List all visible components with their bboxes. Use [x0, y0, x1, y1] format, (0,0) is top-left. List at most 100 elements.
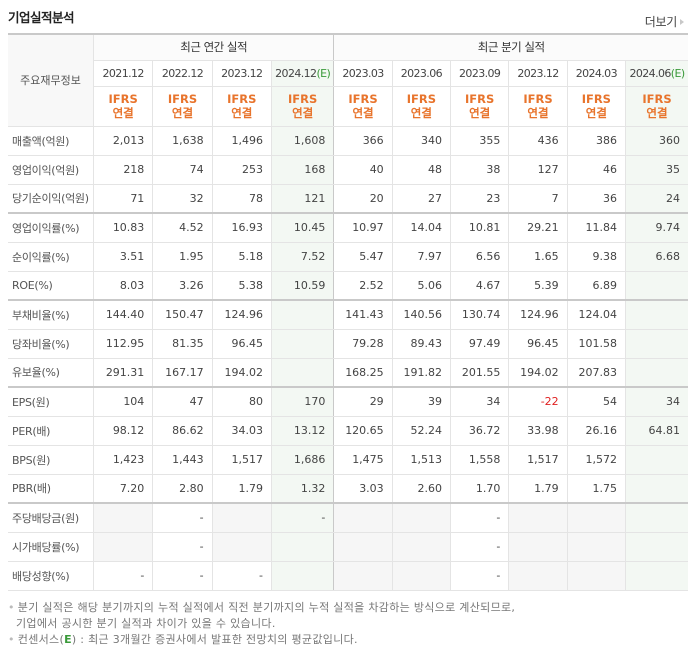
- table-row: PBR(배) 7.20 2.80 1.79 1.32 3.03 2.60 1.70 1.79 1.…: [8, 474, 688, 504]
- period-header: 2022.12: [152, 60, 213, 87]
- table-cell: 9.74: [625, 213, 688, 243]
- table-cell: 14.04: [392, 213, 452, 243]
- table-cell: 2,013: [93, 126, 154, 156]
- table-cell: 16.93: [212, 213, 272, 243]
- table-cell: [567, 532, 627, 562]
- table-cell: 39: [392, 387, 452, 417]
- table-cell: 36: [567, 184, 627, 214]
- basis-type: 연결: [469, 106, 491, 120]
- table-row: 부채비율(%) 144.40 150.47 124.96 141.43 140.56 130…: [8, 300, 688, 330]
- table-cell: 1.79: [212, 474, 272, 504]
- accounting-basis: IFRS 연결: [508, 86, 568, 127]
- table-cell: 360: [625, 126, 688, 156]
- table-cell: 24: [625, 184, 688, 214]
- more-link[interactable]: 더보기: [645, 13, 684, 30]
- table-cell: 127: [508, 155, 568, 185]
- basis-standard: IFRS: [465, 92, 495, 106]
- table-row: 유보율(%) 291.31 167.17 194.02 168.25 191.82 201.…: [8, 358, 688, 388]
- accounting-basis: IFRS 연결: [450, 86, 510, 127]
- table-cell: [625, 329, 688, 359]
- period-header: 2023.09: [450, 60, 510, 87]
- table-cell: 23: [450, 184, 510, 214]
- row-label: BPS(원): [8, 445, 94, 475]
- table-cell: 1.32: [271, 474, 335, 504]
- period-date: 2023.12: [517, 66, 559, 80]
- financial-summary-table: 주요재무정보 최근 연간 실적 최근 분기 실적 2021.12 2022.12 2…: [8, 33, 688, 591]
- table-cell: 71: [93, 184, 154, 214]
- table-cell: [625, 300, 688, 330]
- row-label: 시가배당률(%): [8, 532, 94, 562]
- table-cell: 40: [333, 155, 393, 185]
- table-cell: 5.39: [508, 271, 568, 301]
- period-header: 2021.12: [93, 60, 154, 87]
- table-cell: 1.75: [567, 474, 627, 504]
- accounting-basis: IFRS 연결: [271, 86, 335, 127]
- table-cell: -: [450, 503, 510, 533]
- table-cell: 26.16: [567, 416, 627, 446]
- accounting-basis: IFRS 연결: [152, 86, 213, 127]
- table-cell: 1,475: [333, 445, 393, 475]
- accounting-basis: IFRS 연결: [93, 86, 154, 127]
- period-date: 2023.12: [221, 66, 263, 80]
- table-cell: 5.06: [392, 271, 452, 301]
- table-cell: 29.21: [508, 213, 568, 243]
- row-label: 유보율(%): [8, 358, 94, 388]
- table-cell: [333, 503, 393, 533]
- table-cell: 3.51: [93, 242, 154, 272]
- table-cell: 29: [333, 387, 393, 417]
- basis-type: 연결: [231, 106, 253, 120]
- basis-type: 연결: [646, 106, 668, 120]
- footnote-consensus: • 컨센서스(E) : 최근 3개월간 증권사에서 발표한 전망치의 평균값입니다…: [8, 633, 358, 646]
- table-cell: 194.02: [212, 358, 272, 388]
- period-header: 2023.12: [212, 60, 272, 87]
- accounting-basis: IFRS 연결: [212, 86, 272, 127]
- table-cell: 4.52: [152, 213, 213, 243]
- table-cell: 436: [508, 126, 568, 156]
- table-cell: 10.45: [271, 213, 335, 243]
- table-cell: [271, 358, 335, 388]
- table-cell: 7: [508, 184, 568, 214]
- period-header: 2023.12: [508, 60, 568, 87]
- table-row: 영업이익률(%) 10.83 4.52 16.93 10.45 10.97 14.04 10.…: [8, 213, 688, 243]
- table-cell: 3.03: [333, 474, 393, 504]
- table-cell: [333, 561, 393, 591]
- table-cell: 218: [93, 155, 154, 185]
- table-cell: [392, 503, 452, 533]
- table-cell: 20: [333, 184, 393, 214]
- row-label: 당좌비율(%): [8, 329, 94, 359]
- table-cell: 9.38: [567, 242, 627, 272]
- table-cell: -: [450, 532, 510, 562]
- table-cell: 101.58: [567, 329, 627, 359]
- table-row: 배당성향(%) - - - -: [8, 561, 688, 591]
- table-cell: 291.31: [93, 358, 154, 388]
- table-cell: 6.56: [450, 242, 510, 272]
- accounting-basis: IFRS 연결: [567, 86, 627, 127]
- table-cell: 86.62: [152, 416, 213, 446]
- table-cell: 5.47: [333, 242, 393, 272]
- estimate-badge: (E): [670, 66, 685, 80]
- table-row: 영업이익(억원) 218 74 253 168 40 48 38 127 46 35: [8, 155, 688, 185]
- table-cell: 201.55: [450, 358, 510, 388]
- period-date: 2024.03: [575, 66, 618, 80]
- table-cell: [392, 561, 452, 591]
- table-cell: 1,423: [93, 445, 154, 475]
- footnotes: • 분기 실적은 해당 분기까지의 누적 실적에서 직전 분기까지의 누적 실적을…: [8, 600, 688, 648]
- table-cell: [271, 532, 335, 562]
- table-cell: 253: [212, 155, 272, 185]
- table-row: 시가배당률(%) - -: [8, 532, 688, 562]
- table-cell: 10.59: [271, 271, 335, 301]
- table-cell: 7.97: [392, 242, 452, 272]
- table-cell: 6.68: [625, 242, 688, 272]
- table-cell: 78: [212, 184, 272, 214]
- period-date: 2022.12: [161, 66, 204, 80]
- basis-type: 연결: [292, 106, 314, 120]
- row-label: 영업이익률(%): [8, 213, 94, 243]
- table-cell: [508, 532, 568, 562]
- table-row: 순이익률(%) 3.51 1.95 5.18 7.52 5.47 7.97 6.56 1.65 9…: [8, 242, 688, 272]
- table-cell: 10.97: [333, 213, 393, 243]
- basis-standard: IFRS: [406, 92, 436, 106]
- basis-type: 연결: [171, 106, 194, 120]
- table-cell: 191.82: [392, 358, 452, 388]
- table-cell: [625, 532, 688, 562]
- period-header: 2024.12(E): [271, 60, 335, 87]
